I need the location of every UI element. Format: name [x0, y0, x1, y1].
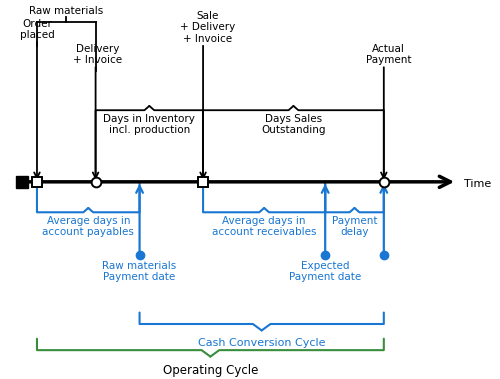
Text: Days Sales
Outstanding: Days Sales Outstanding — [261, 114, 326, 135]
Text: Average days in
account receivables: Average days in account receivables — [212, 216, 316, 238]
Text: Raw materials
Payment date: Raw materials Payment date — [102, 261, 176, 282]
Text: Average days in
account payables: Average days in account payables — [42, 216, 134, 238]
Text: Raw materials: Raw materials — [29, 6, 104, 16]
Text: Expected
Payment date: Expected Payment date — [289, 261, 362, 282]
Text: Time: Time — [464, 179, 491, 189]
Text: Actual
Payment: Actual Payment — [366, 44, 412, 66]
Text: Operating Cycle: Operating Cycle — [162, 364, 258, 377]
Text: Delivery
+ Invoice: Delivery + Invoice — [74, 44, 122, 66]
Text: Cash Conversion Cycle: Cash Conversion Cycle — [198, 338, 326, 348]
Text: Days in Inventory
incl. production: Days in Inventory incl. production — [104, 114, 196, 135]
Text: Order
placed: Order placed — [20, 19, 54, 41]
Text: Payment
delay: Payment delay — [332, 216, 378, 238]
Text: Sale
+ Delivery
+ Invoice: Sale + Delivery + Invoice — [180, 11, 236, 44]
